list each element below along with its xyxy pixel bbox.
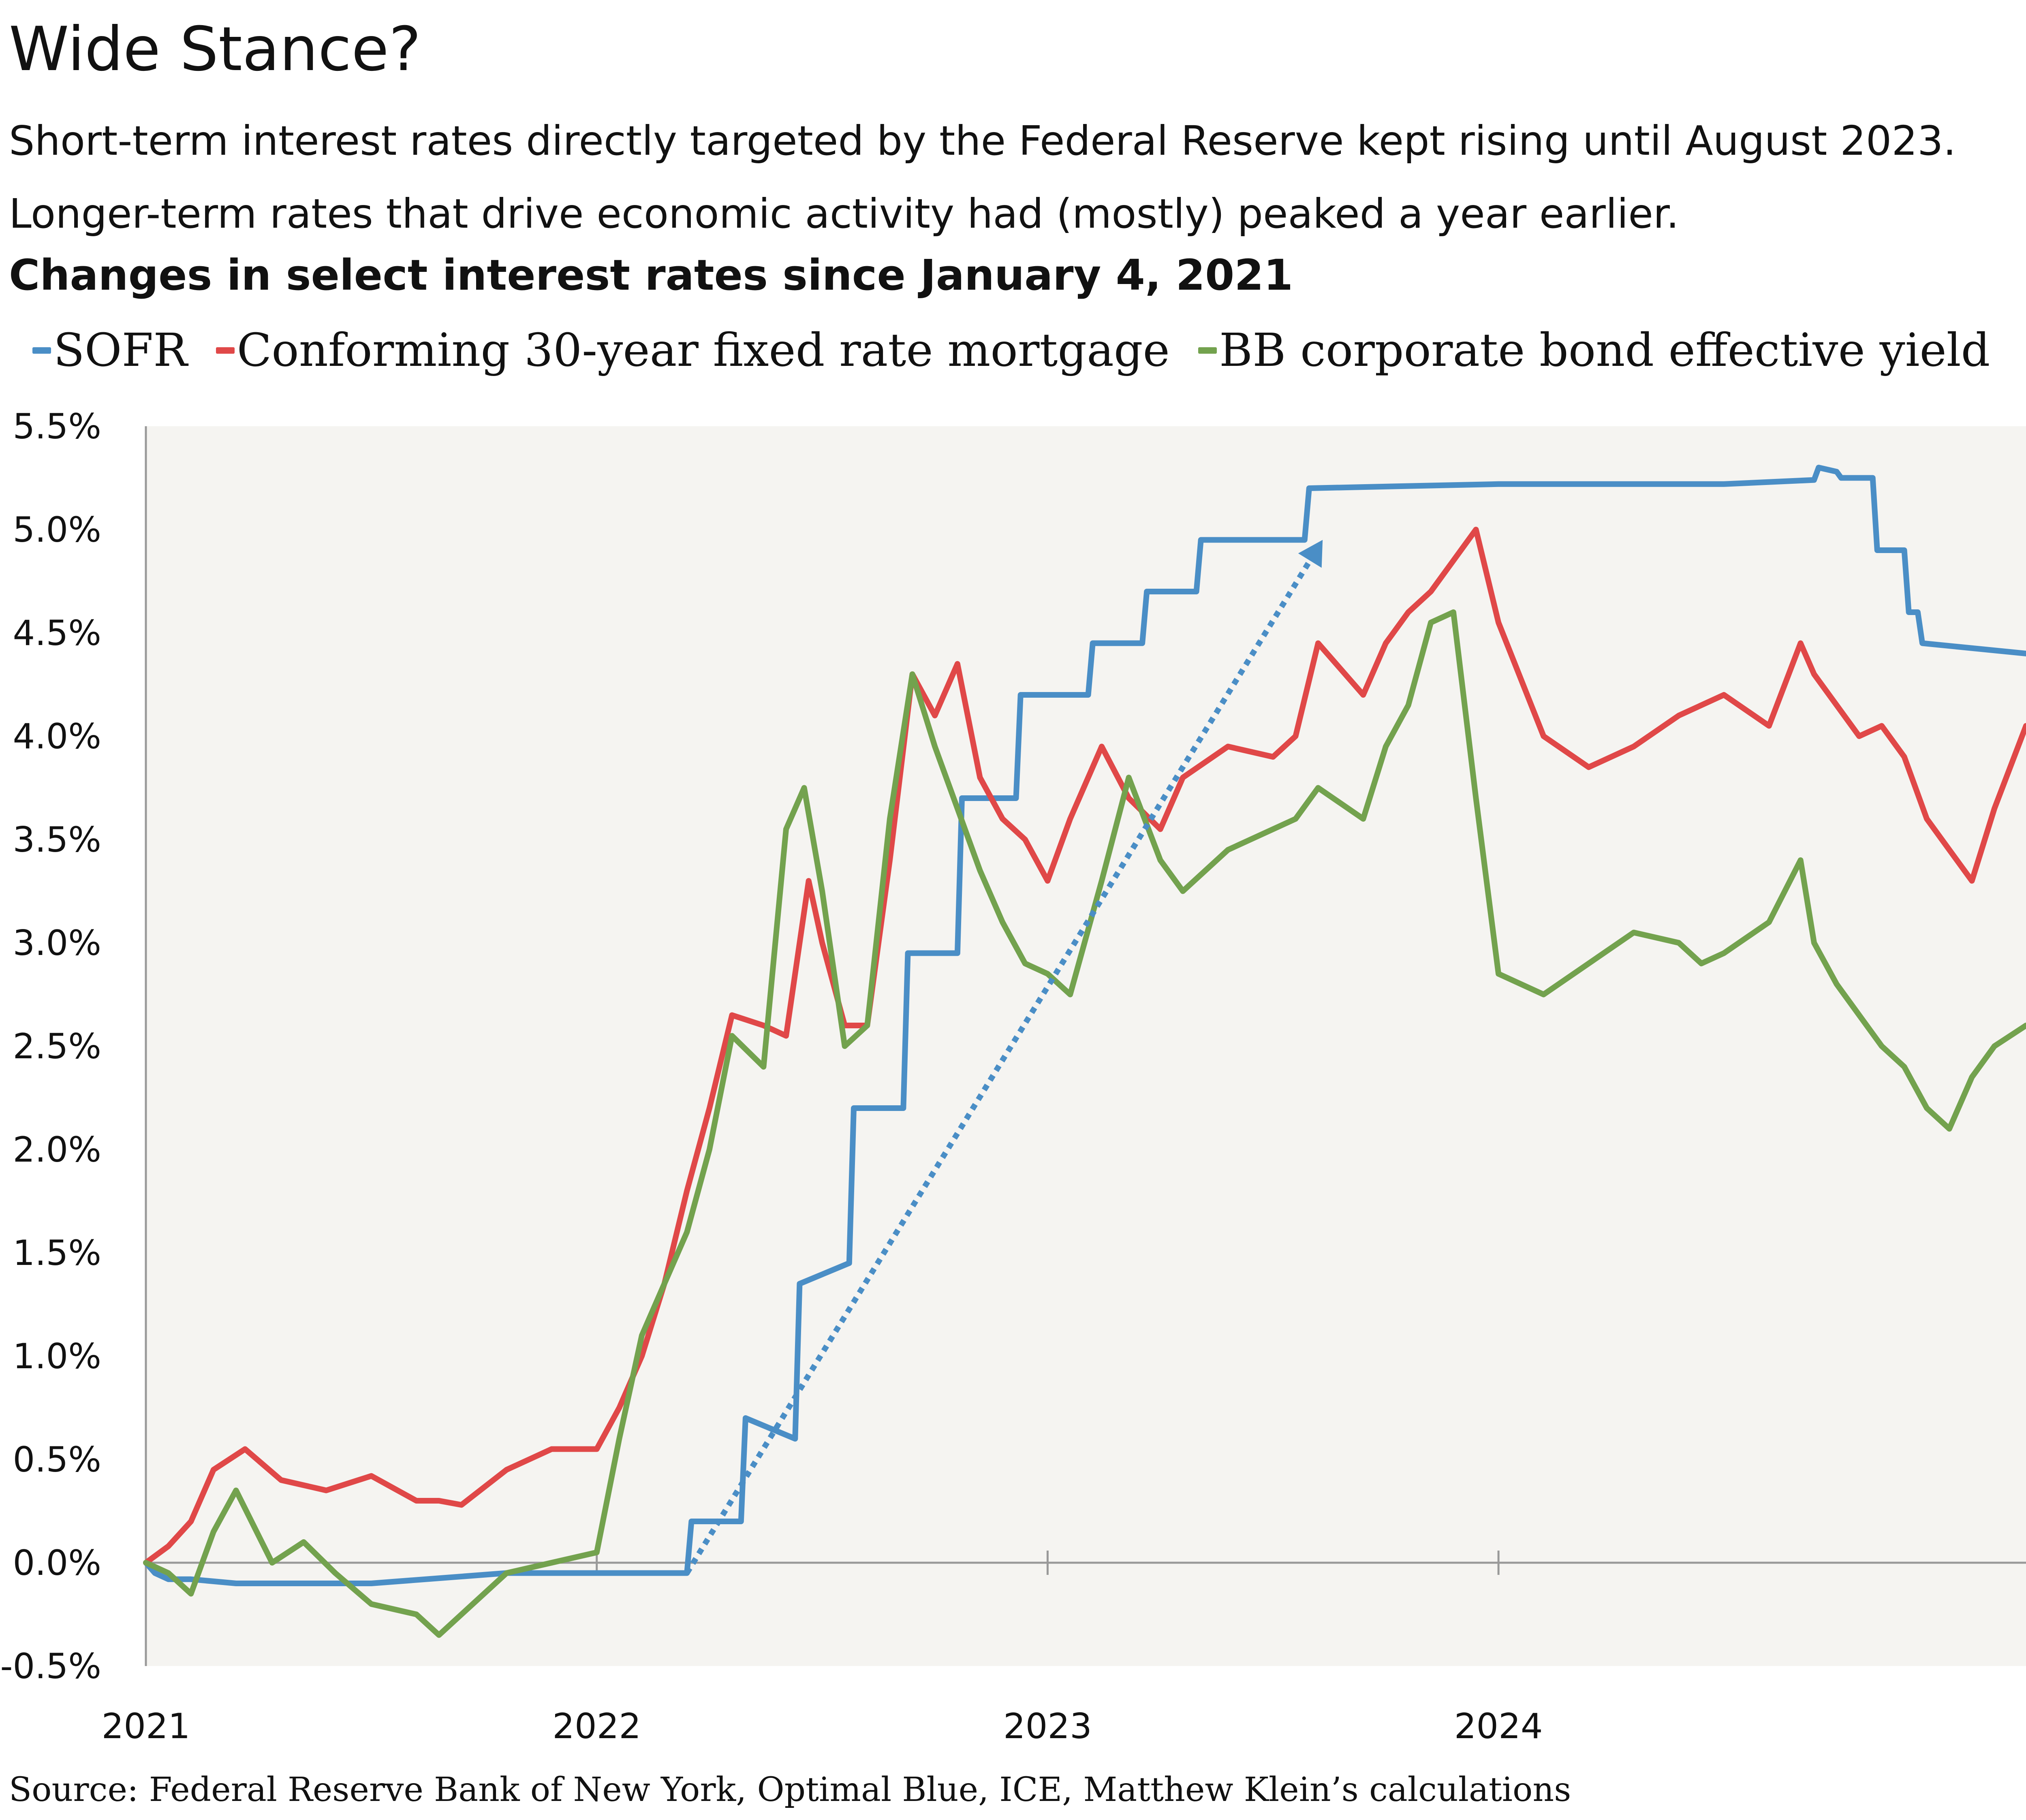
legend-item-sofr: SOFR <box>32 324 188 377</box>
y-tick-label: 2.0% <box>13 1130 102 1170</box>
mortgage-line <box>143 527 2026 1566</box>
legend-item-bb: BB corporate bond effective yield <box>1198 324 1990 377</box>
y-tick-label: 2.5% <box>13 1026 102 1067</box>
legend-swatch-mortgage <box>216 347 235 354</box>
y-tick-label: 5.0% <box>13 510 102 550</box>
chart-heading: Changes in select interest rates since J… <box>9 250 1293 300</box>
trend-arrow-head <box>1298 540 1323 568</box>
y-tick-label: 3.0% <box>13 923 102 963</box>
legend-item-mortgage: Conforming 30-year fixed rate mortgage <box>216 324 1170 377</box>
legend-swatch-bb <box>1198 347 1217 354</box>
plot-area <box>146 426 2026 1666</box>
page-subtitle: Short-term interest rates directly targe… <box>9 117 1956 237</box>
y-tick-label: -0.5% <box>0 1646 101 1687</box>
chart-legend: SOFR Conforming 30-year fixed rate mortg… <box>32 324 2018 377</box>
legend-swatch-sofr <box>32 347 51 354</box>
x-tick-label: 2022 <box>552 1706 641 1747</box>
x-tick-label: 2021 <box>102 1706 190 1747</box>
y-tick-label: 1.5% <box>13 1233 102 1273</box>
line-chart: 5.5% 5.0% 4.5% 4.0% 3.5% 3.0% 2.5% 2.0% 1.5% 1.0%… <box>0 406 2026 1747</box>
y-tick-label: 4.0% <box>13 716 102 757</box>
y-tick-label: 1.0% <box>13 1336 102 1377</box>
y-tick-label: 0.0% <box>13 1543 102 1583</box>
legend-label-mortgage: Conforming 30-year fixed rate mortgage <box>237 324 1170 377</box>
x-axis: 2021 2022 2023 2024 <box>102 1551 2026 1747</box>
legend-label-bb: BB corporate bond effective yield <box>1219 324 1990 377</box>
y-tick-label: 0.5% <box>13 1440 102 1480</box>
y-tick-label: 3.5% <box>13 820 102 860</box>
y-tick-label: 5.5% <box>13 406 102 447</box>
y-tick-label: 4.5% <box>13 613 102 654</box>
trend-arrow-line <box>684 559 1312 1575</box>
annotation-layer <box>684 540 1323 1575</box>
page-title: Wide Stance? <box>9 14 421 85</box>
y-axis: 5.5% 5.0% 4.5% 4.0% 3.5% 3.0% 2.5% 2.0% 1.5% 1.0%… <box>0 406 147 1687</box>
x-tick-label: 2023 <box>1003 1706 1092 1747</box>
sofr-line <box>143 465 2026 1586</box>
series-layer <box>143 465 2026 1638</box>
bb-line <box>143 609 2026 1638</box>
source-note: Source: Federal Reserve Bank of New York… <box>9 1771 1571 1809</box>
x-tick-label: 2024 <box>1454 1706 1543 1747</box>
legend-label-sofr: SOFR <box>53 324 188 377</box>
